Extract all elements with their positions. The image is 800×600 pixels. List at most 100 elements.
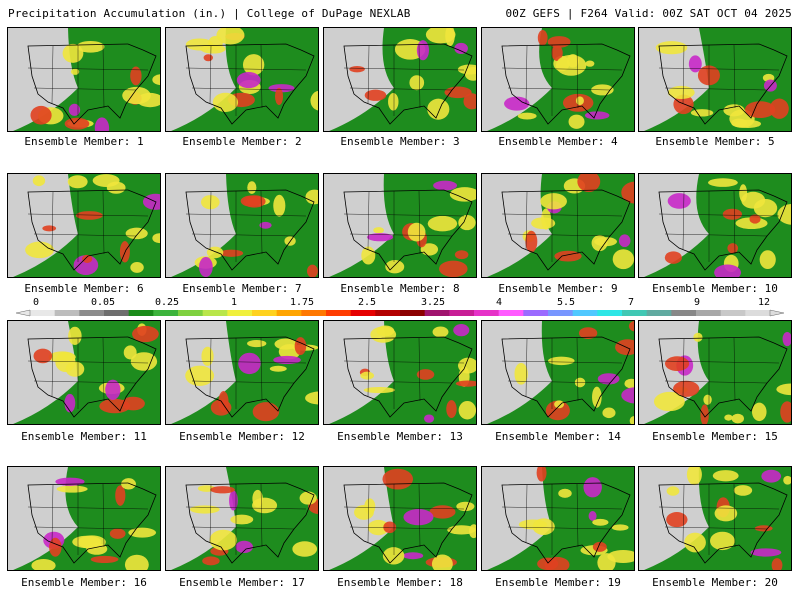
precip-map (324, 28, 476, 131)
ensemble-member-map (323, 466, 477, 571)
colorbar-tick-label: 4 (495, 297, 503, 308)
colorbar-swatch (178, 310, 204, 316)
precip-map (8, 28, 160, 131)
colorbar-min-arrow (15, 309, 31, 317)
colorbar-swatch (153, 310, 179, 316)
colorbar-swatch (745, 310, 771, 316)
member-label: Ensemble Member: 9 (498, 282, 618, 295)
colorbar-max-arrow (769, 309, 785, 317)
member-label: Ensemble Member: 8 (340, 282, 460, 295)
ensemble-member-map (7, 320, 161, 425)
precip-map (482, 28, 634, 131)
member-label: Ensemble Member: 2 (182, 135, 302, 148)
colorbar-tick-label: 1.75 (289, 297, 315, 308)
ensemble-member-map (7, 173, 161, 278)
precip-map (166, 321, 318, 424)
member-label: Ensemble Member: 14 (495, 430, 621, 443)
member-label: Ensemble Member: 7 (182, 282, 302, 295)
precip-map (639, 28, 791, 131)
colorbar-swatch (326, 310, 352, 316)
ensemble-member-map (638, 466, 792, 571)
member-label: Ensemble Member: 6 (24, 282, 144, 295)
ensemble-member-map (481, 173, 635, 278)
member-label: Ensemble Member: 13 (337, 430, 463, 443)
member-label: Ensemble Member: 18 (337, 576, 463, 589)
member-label: Ensemble Member: 3 (340, 135, 460, 148)
colorbar-tick-label: 5.5 (556, 297, 576, 308)
ensemble-member-map (165, 173, 319, 278)
colorbar-tick-label: 2.5 (357, 297, 377, 308)
colorbar-swatch (252, 310, 278, 316)
precip-colorbar (15, 309, 785, 317)
colorbar-swatch (202, 310, 228, 316)
colorbar-swatch (449, 310, 475, 316)
ensemble-member-map (323, 27, 477, 132)
member-label: Ensemble Member: 12 (179, 430, 305, 443)
member-label: Ensemble Member: 16 (21, 576, 147, 589)
precip-map (166, 28, 318, 131)
member-label: Ensemble Member: 11 (21, 430, 147, 443)
ensemble-member-map (323, 173, 477, 278)
precip-map (166, 174, 318, 277)
colorbar-swatch (104, 310, 130, 316)
ensemble-member-map (165, 320, 319, 425)
precip-map (8, 321, 160, 424)
ensemble-member-map (481, 27, 635, 132)
colorbar-swatch (498, 310, 524, 316)
colorbar-swatch (523, 310, 549, 316)
precip-map (324, 467, 476, 570)
ensemble-member-map (7, 27, 161, 132)
member-label: Ensemble Member: 1 (24, 135, 144, 148)
colorbar-tick-label: 0.25 (154, 297, 180, 308)
precip-map (8, 467, 160, 570)
precip-map (166, 467, 318, 570)
member-label: Ensemble Member: 20 (652, 576, 778, 589)
precip-map (639, 467, 791, 570)
colorbar-swatch (646, 310, 672, 316)
member-label: Ensemble Member: 4 (498, 135, 618, 148)
colorbar-tick-label: 0 (32, 297, 40, 308)
ensemble-member-map (638, 173, 792, 278)
colorbar-swatch (276, 310, 302, 316)
colorbar-tick-label: 12 (757, 297, 771, 308)
precip-map (639, 174, 791, 277)
member-label: Ensemble Member: 10 (652, 282, 778, 295)
colorbar-tick-label: 3.25 (420, 297, 446, 308)
colorbar-swatch (572, 310, 598, 316)
precip-map (8, 174, 160, 277)
colorbar-swatch (622, 310, 648, 316)
colorbar-swatch (128, 310, 154, 316)
colorbar-swatch (400, 310, 426, 316)
colorbar-swatch (79, 310, 105, 316)
ensemble-member-map (638, 27, 792, 132)
colorbar-swatch (54, 310, 80, 316)
ensemble-member-map (165, 27, 319, 132)
precip-map (482, 174, 634, 277)
ensemble-member-map (638, 320, 792, 425)
map-title: Precipitation Accumulation (in.) | Colle… (8, 7, 411, 20)
member-label: Ensemble Member: 5 (655, 135, 775, 148)
ensemble-member-map (481, 320, 635, 425)
colorbar-swatch (301, 310, 327, 316)
colorbar-swatch (424, 310, 450, 316)
member-label: Ensemble Member: 19 (495, 576, 621, 589)
member-label: Ensemble Member: 17 (179, 576, 305, 589)
precip-map (482, 321, 634, 424)
ensemble-member-map (323, 320, 477, 425)
colorbar-tick-label: 0.05 (90, 297, 116, 308)
precip-map (324, 174, 476, 277)
colorbar-swatch (227, 310, 253, 316)
colorbar-swatch (671, 310, 697, 316)
colorbar-swatch (597, 310, 623, 316)
colorbar-swatch (375, 310, 401, 316)
ensemble-member-map (7, 466, 161, 571)
colorbar-swatch (474, 310, 500, 316)
colorbar-tick-label: 9 (693, 297, 701, 308)
colorbar-swatch (350, 310, 376, 316)
colorbar-tick-label: 7 (627, 297, 635, 308)
precip-map (482, 467, 634, 570)
precip-map (639, 321, 791, 424)
ensemble-member-map (481, 466, 635, 571)
colorbar-swatch (548, 310, 574, 316)
precip-map (324, 321, 476, 424)
